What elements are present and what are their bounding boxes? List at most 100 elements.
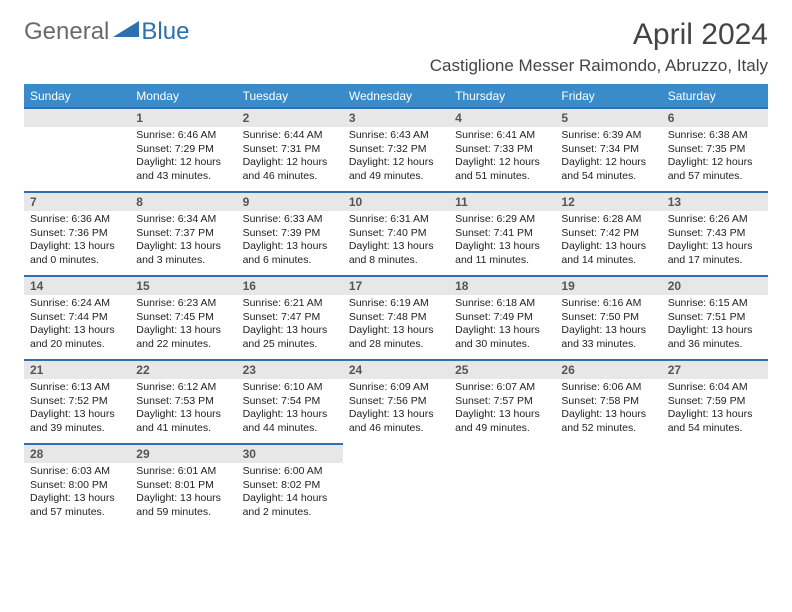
weekday-header: Saturday (662, 85, 768, 109)
calendar-cell: 7Sunrise: 6:36 AMSunset: 7:36 PMDaylight… (24, 192, 130, 276)
day-body: Sunrise: 6:16 AMSunset: 7:50 PMDaylight:… (555, 295, 661, 356)
day-number: 23 (237, 361, 343, 379)
day-body: Sunrise: 6:13 AMSunset: 7:52 PMDaylight:… (24, 379, 130, 440)
calendar-cell: 26Sunrise: 6:06 AMSunset: 7:58 PMDayligh… (555, 360, 661, 444)
day-body: Sunrise: 6:34 AMSunset: 7:37 PMDaylight:… (130, 211, 236, 272)
calendar-row: 21Sunrise: 6:13 AMSunset: 7:52 PMDayligh… (24, 360, 768, 444)
calendar-cell: 15Sunrise: 6:23 AMSunset: 7:45 PMDayligh… (130, 276, 236, 360)
day-number: 30 (237, 445, 343, 463)
sunset-line: Sunset: 7:33 PM (455, 143, 549, 157)
day-number: 20 (662, 277, 768, 295)
day-body: Sunrise: 6:18 AMSunset: 7:49 PMDaylight:… (449, 295, 555, 356)
sunrise-line: Sunrise: 6:44 AM (243, 129, 337, 143)
calendar-cell: 20Sunrise: 6:15 AMSunset: 7:51 PMDayligh… (662, 276, 768, 360)
sunrise-line: Sunrise: 6:18 AM (455, 297, 549, 311)
day-number: 4 (449, 109, 555, 127)
calendar-row: 28Sunrise: 6:03 AMSunset: 8:00 PMDayligh… (24, 444, 768, 528)
daylight-line: Daylight: 13 hours and 0 minutes. (30, 240, 124, 267)
sunrise-line: Sunrise: 6:07 AM (455, 381, 549, 395)
day-number: 14 (24, 277, 130, 295)
calendar-row: 1Sunrise: 6:46 AMSunset: 7:29 PMDaylight… (24, 108, 768, 192)
daylight-line: Daylight: 13 hours and 41 minutes. (136, 408, 230, 435)
sunrise-line: Sunrise: 6:33 AM (243, 213, 337, 227)
day-number: 12 (555, 193, 661, 211)
weekday-header: Monday (130, 85, 236, 109)
sunset-line: Sunset: 7:57 PM (455, 395, 549, 409)
sunrise-line: Sunrise: 6:10 AM (243, 381, 337, 395)
calendar-cell: 5Sunrise: 6:39 AMSunset: 7:34 PMDaylight… (555, 108, 661, 192)
daylight-line: Daylight: 12 hours and 57 minutes. (668, 156, 762, 183)
calendar-cell: 27Sunrise: 6:04 AMSunset: 7:59 PMDayligh… (662, 360, 768, 444)
header: General Blue April 2024 Castiglione Mess… (24, 18, 768, 76)
daylight-line: Daylight: 13 hours and 44 minutes. (243, 408, 337, 435)
weekday-header: Sunday (24, 85, 130, 109)
sunset-line: Sunset: 8:00 PM (30, 479, 124, 493)
day-number: 1 (130, 109, 236, 127)
day-number: 10 (343, 193, 449, 211)
sunset-line: Sunset: 7:32 PM (349, 143, 443, 157)
day-body: Sunrise: 6:23 AMSunset: 7:45 PMDaylight:… (130, 295, 236, 356)
daylight-line: Daylight: 13 hours and 25 minutes. (243, 324, 337, 351)
daylight-line: Daylight: 13 hours and 46 minutes. (349, 408, 443, 435)
day-number: 5 (555, 109, 661, 127)
sunset-line: Sunset: 7:42 PM (561, 227, 655, 241)
sunset-line: Sunset: 7:52 PM (30, 395, 124, 409)
day-number: 7 (24, 193, 130, 211)
day-body: Sunrise: 6:21 AMSunset: 7:47 PMDaylight:… (237, 295, 343, 356)
calendar-table: SundayMondayTuesdayWednesdayThursdayFrid… (24, 84, 768, 528)
day-number: 22 (130, 361, 236, 379)
calendar-cell: 8Sunrise: 6:34 AMSunset: 7:37 PMDaylight… (130, 192, 236, 276)
sunrise-line: Sunrise: 6:38 AM (668, 129, 762, 143)
calendar-cell: 17Sunrise: 6:19 AMSunset: 7:48 PMDayligh… (343, 276, 449, 360)
daylight-line: Daylight: 13 hours and 57 minutes. (30, 492, 124, 519)
sunset-line: Sunset: 7:48 PM (349, 311, 443, 325)
sunrise-line: Sunrise: 6:19 AM (349, 297, 443, 311)
day-body: Sunrise: 6:41 AMSunset: 7:33 PMDaylight:… (449, 127, 555, 188)
day-number: 3 (343, 109, 449, 127)
daylight-line: Daylight: 12 hours and 54 minutes. (561, 156, 655, 183)
calendar-cell: 4Sunrise: 6:41 AMSunset: 7:33 PMDaylight… (449, 108, 555, 192)
daylight-line: Daylight: 12 hours and 43 minutes. (136, 156, 230, 183)
day-body: Sunrise: 6:38 AMSunset: 7:35 PMDaylight:… (662, 127, 768, 188)
day-number: 15 (130, 277, 236, 295)
weekday-header: Tuesday (237, 85, 343, 109)
calendar-cell: 22Sunrise: 6:12 AMSunset: 7:53 PMDayligh… (130, 360, 236, 444)
sunrise-line: Sunrise: 6:26 AM (668, 213, 762, 227)
day-body: Sunrise: 6:03 AMSunset: 8:00 PMDaylight:… (24, 463, 130, 524)
sunset-line: Sunset: 7:31 PM (243, 143, 337, 157)
sunset-line: Sunset: 7:35 PM (668, 143, 762, 157)
calendar-cell: 19Sunrise: 6:16 AMSunset: 7:50 PMDayligh… (555, 276, 661, 360)
day-body: Sunrise: 6:24 AMSunset: 7:44 PMDaylight:… (24, 295, 130, 356)
sunset-line: Sunset: 7:53 PM (136, 395, 230, 409)
calendar-cell: 3Sunrise: 6:43 AMSunset: 7:32 PMDaylight… (343, 108, 449, 192)
sunrise-line: Sunrise: 6:01 AM (136, 465, 230, 479)
daylight-line: Daylight: 13 hours and 36 minutes. (668, 324, 762, 351)
logo-text-blue: Blue (141, 18, 189, 46)
calendar-cell: 2Sunrise: 6:44 AMSunset: 7:31 PMDaylight… (237, 108, 343, 192)
day-body: Sunrise: 6:46 AMSunset: 7:29 PMDaylight:… (130, 127, 236, 188)
calendar-cell (343, 444, 449, 528)
day-body: Sunrise: 6:10 AMSunset: 7:54 PMDaylight:… (237, 379, 343, 440)
sunrise-line: Sunrise: 6:03 AM (30, 465, 124, 479)
day-number: 26 (555, 361, 661, 379)
title-block: April 2024 Castiglione Messer Raimondo, … (430, 18, 768, 76)
sunset-line: Sunset: 7:58 PM (561, 395, 655, 409)
day-body: Sunrise: 6:39 AMSunset: 7:34 PMDaylight:… (555, 127, 661, 188)
sunset-line: Sunset: 7:40 PM (349, 227, 443, 241)
calendar-cell: 6Sunrise: 6:38 AMSunset: 7:35 PMDaylight… (662, 108, 768, 192)
sunrise-line: Sunrise: 6:31 AM (349, 213, 443, 227)
day-number: 9 (237, 193, 343, 211)
sunrise-line: Sunrise: 6:09 AM (349, 381, 443, 395)
sunset-line: Sunset: 7:34 PM (561, 143, 655, 157)
daylight-line: Daylight: 13 hours and 6 minutes. (243, 240, 337, 267)
daylight-line: Daylight: 12 hours and 46 minutes. (243, 156, 337, 183)
sunset-line: Sunset: 7:49 PM (455, 311, 549, 325)
sunset-line: Sunset: 7:36 PM (30, 227, 124, 241)
sunset-line: Sunset: 7:41 PM (455, 227, 549, 241)
sunrise-line: Sunrise: 6:00 AM (243, 465, 337, 479)
sunset-line: Sunset: 7:39 PM (243, 227, 337, 241)
day-number: 11 (449, 193, 555, 211)
calendar-row: 7Sunrise: 6:36 AMSunset: 7:36 PMDaylight… (24, 192, 768, 276)
calendar-cell: 13Sunrise: 6:26 AMSunset: 7:43 PMDayligh… (662, 192, 768, 276)
sunrise-line: Sunrise: 6:04 AM (668, 381, 762, 395)
